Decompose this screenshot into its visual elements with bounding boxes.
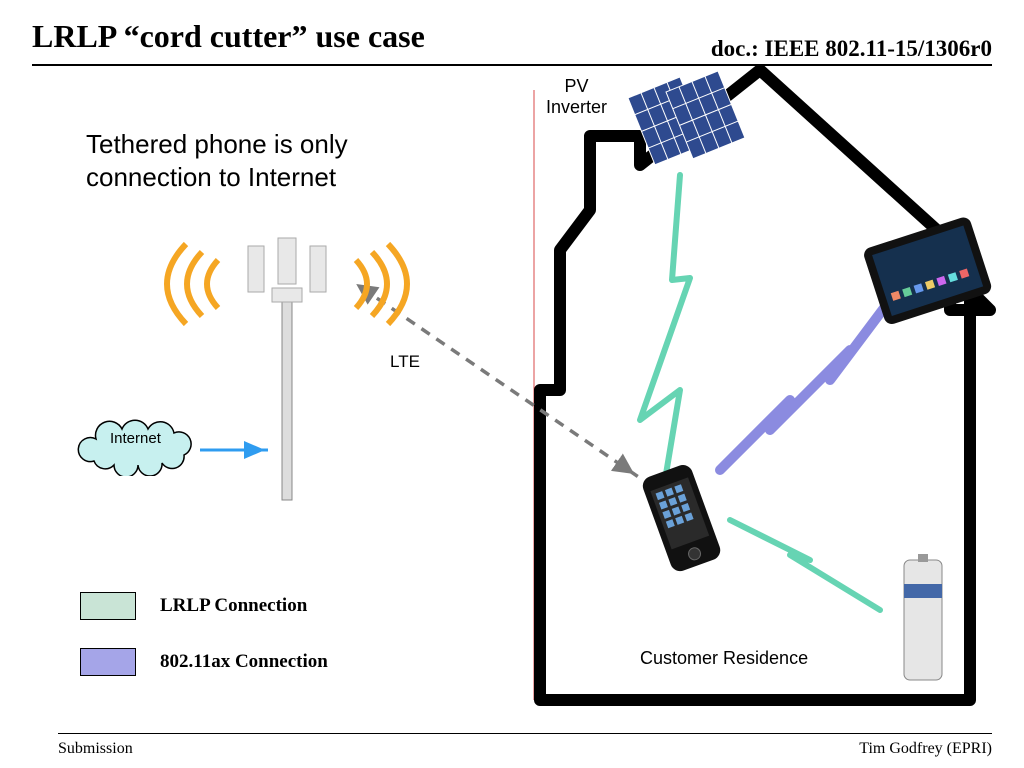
lrlp-bolt-phone-to-heater	[730, 520, 880, 610]
legend-swatch-lrlp	[80, 592, 136, 620]
legend-swatch-ax	[80, 648, 136, 676]
residence-label: Customer Residence	[640, 648, 808, 669]
lte-label: LTE	[390, 352, 420, 372]
divider-bottom	[58, 733, 992, 734]
water-heater-icon	[904, 554, 942, 680]
legend-label-lrlp: LRLP Connection	[160, 595, 307, 617]
footer-left: Submission	[58, 740, 133, 758]
cell-tower-icon	[248, 238, 326, 500]
internet-label: Internet	[110, 430, 161, 447]
diagram	[0, 0, 1024, 768]
legend-label-ax: 802.11ax Connection	[160, 651, 328, 673]
lte-link-arrow	[362, 288, 640, 478]
lrlp-bolt-pv-to-phone	[640, 175, 690, 480]
phone-icon	[640, 462, 723, 574]
ax-bolt-phone-to-tablet	[720, 300, 890, 470]
footer-right: Tim Godfrey (EPRI)	[859, 740, 992, 758]
